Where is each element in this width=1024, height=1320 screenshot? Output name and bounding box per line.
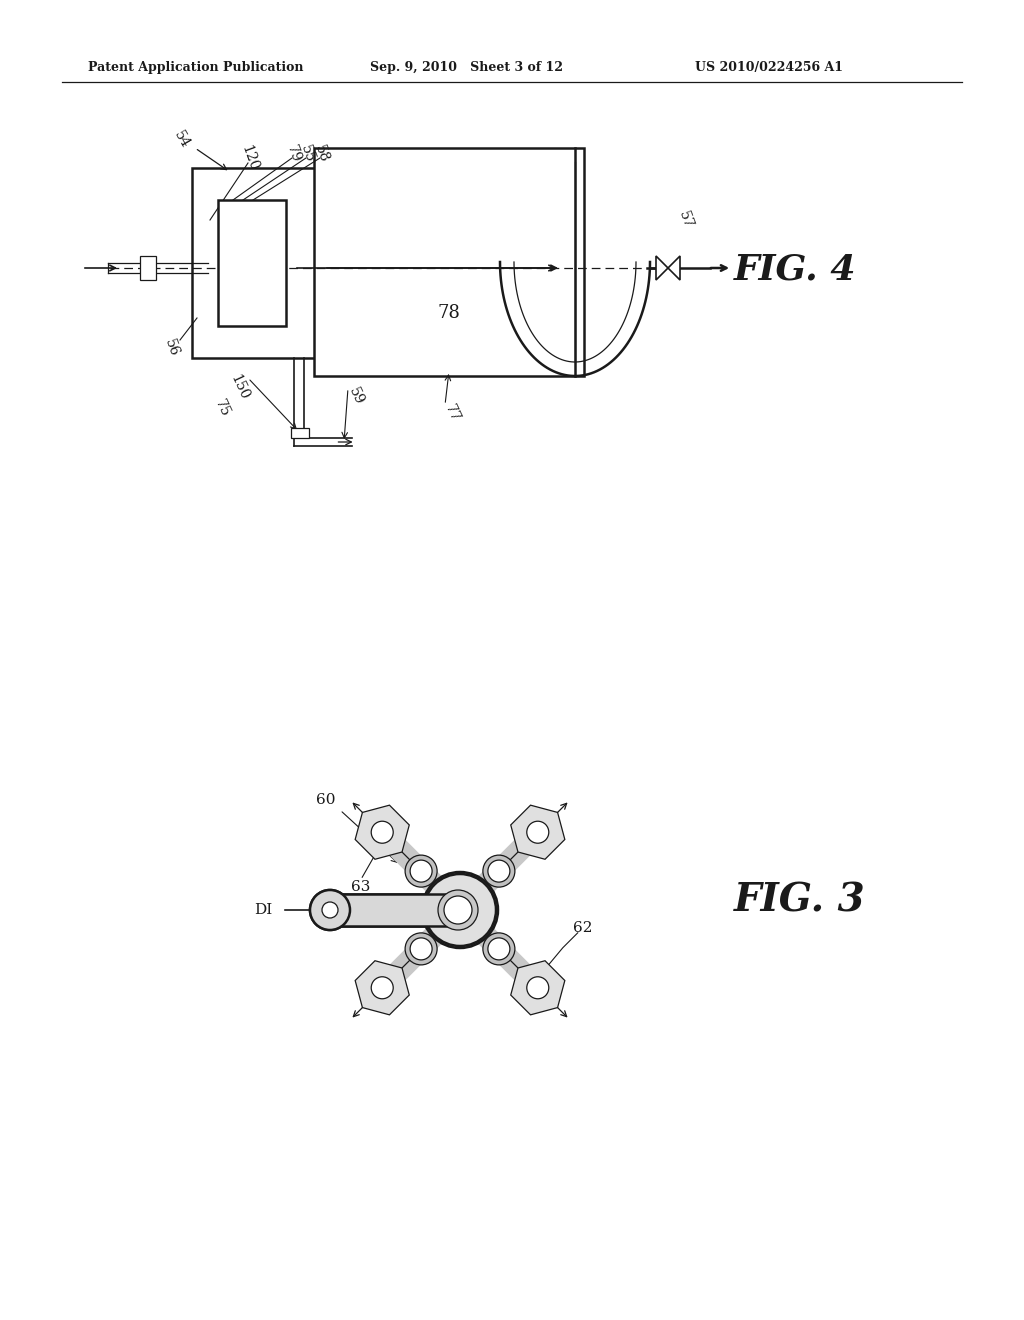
Text: 55: 55 [298,144,317,165]
Circle shape [424,874,496,946]
Circle shape [526,977,549,999]
Circle shape [322,902,338,917]
Bar [314,168,332,358]
Text: 58: 58 [312,144,332,165]
Circle shape [487,861,510,882]
Text: 75: 75 [212,397,232,418]
Circle shape [310,890,350,931]
Bar [314,148,584,168]
Circle shape [483,855,515,887]
Circle shape [422,873,498,948]
Text: 78: 78 [437,304,461,322]
Circle shape [483,933,515,965]
Polygon shape [511,961,565,1015]
Text: 62: 62 [573,921,593,935]
Circle shape [526,821,549,843]
Text: FIG. 4: FIG. 4 [734,253,856,286]
Circle shape [372,821,393,843]
Circle shape [410,939,432,960]
Circle shape [322,902,338,917]
Bar [193,168,210,358]
Circle shape [406,933,437,965]
Bar [218,201,286,326]
Bar [193,168,210,358]
Bar [193,168,332,358]
Circle shape [310,890,350,931]
Bar [291,428,309,438]
Bar [314,148,584,376]
Bar [564,148,584,376]
Text: Sep. 9, 2010   Sheet 3 of 12: Sep. 9, 2010 Sheet 3 of 12 [370,62,563,74]
Text: FIG. 3: FIG. 3 [734,880,866,919]
Bar [330,894,460,927]
Text: US 2010/0224256 A1: US 2010/0224256 A1 [695,62,843,74]
Polygon shape [656,256,668,280]
Text: 150: 150 [228,372,252,401]
Bar [193,341,332,358]
Text: Patent Application Publication: Patent Application Publication [88,62,303,74]
Text: 79: 79 [285,144,303,165]
Bar [193,168,332,186]
Text: 57: 57 [677,210,695,231]
Text: 54: 54 [172,129,193,150]
Polygon shape [355,805,410,859]
Bar [314,148,584,168]
Circle shape [410,861,432,882]
Polygon shape [511,805,565,859]
Polygon shape [668,256,680,280]
Bar [314,148,334,376]
Bar [193,168,332,186]
Text: 56: 56 [163,338,181,359]
Bar [564,148,584,376]
Circle shape [487,939,510,960]
Circle shape [438,890,478,931]
Circle shape [444,896,472,924]
Text: 60: 60 [316,793,336,807]
Text: DI: DI [254,903,272,917]
Text: 77: 77 [442,403,462,424]
Polygon shape [355,961,410,1015]
Circle shape [372,977,393,999]
Text: 63: 63 [350,880,370,894]
Text: 59: 59 [346,385,366,407]
Bar [314,356,584,376]
Bar [140,256,156,280]
Circle shape [438,890,478,931]
Bar [314,356,584,376]
Bar [193,341,332,358]
Circle shape [444,896,472,924]
Bar [330,894,450,927]
Bar [314,168,332,358]
Bar [314,148,334,376]
Text: 120: 120 [239,143,261,173]
Circle shape [406,855,437,887]
Text: 61: 61 [473,927,493,940]
